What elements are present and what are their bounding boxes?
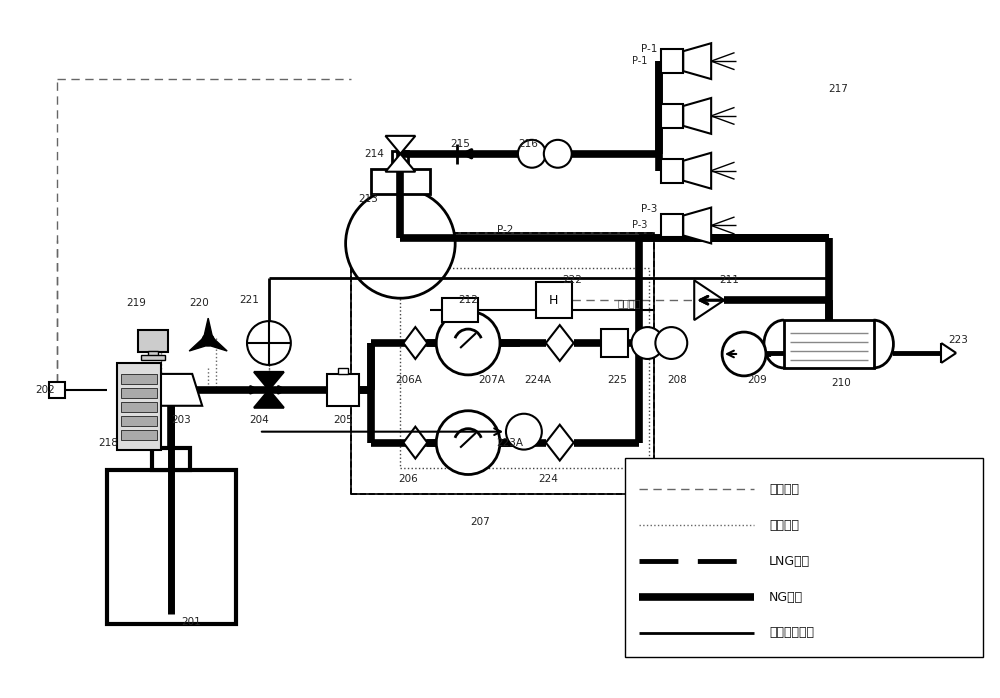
Polygon shape xyxy=(694,281,724,320)
Polygon shape xyxy=(683,43,711,79)
Text: 213: 213 xyxy=(359,193,378,204)
Text: 214: 214 xyxy=(365,149,384,158)
Bar xyxy=(400,268,649,468)
Text: 224A: 224A xyxy=(524,375,551,385)
Polygon shape xyxy=(150,374,202,406)
Bar xyxy=(117,363,161,450)
Circle shape xyxy=(506,414,542,450)
Bar xyxy=(121,374,157,384)
Bar xyxy=(661,158,683,183)
Text: 210: 210 xyxy=(831,378,851,388)
Text: H: H xyxy=(549,294,558,306)
Bar xyxy=(392,151,408,169)
Bar xyxy=(107,470,236,624)
Bar xyxy=(121,430,157,440)
Circle shape xyxy=(346,188,455,298)
Text: P-1: P-1 xyxy=(632,56,647,66)
Circle shape xyxy=(436,410,500,475)
Text: 208: 208 xyxy=(667,375,687,385)
Bar xyxy=(351,233,654,494)
Text: 驱动线束: 驱动线束 xyxy=(769,519,799,532)
Circle shape xyxy=(544,140,572,168)
Text: 201: 201 xyxy=(181,617,201,627)
Text: NG管道: NG管道 xyxy=(769,591,803,604)
Text: 222: 222 xyxy=(562,275,582,285)
Text: 223: 223 xyxy=(948,335,968,345)
Bar xyxy=(601,329,628,357)
Polygon shape xyxy=(546,325,574,361)
Bar xyxy=(141,355,165,360)
Text: 206: 206 xyxy=(398,475,418,484)
Text: 207: 207 xyxy=(470,517,490,527)
Text: 221: 221 xyxy=(239,295,259,305)
Polygon shape xyxy=(546,424,574,461)
Bar xyxy=(121,402,157,412)
Text: 接回水管: 接回水管 xyxy=(618,298,641,309)
Text: 216: 216 xyxy=(518,139,538,149)
Text: 215: 215 xyxy=(450,139,470,149)
Bar xyxy=(442,298,478,322)
Polygon shape xyxy=(254,372,284,390)
Text: 219: 219 xyxy=(127,298,146,309)
Polygon shape xyxy=(385,136,415,154)
Text: 223A: 223A xyxy=(496,438,523,447)
Text: 211: 211 xyxy=(719,275,739,285)
Polygon shape xyxy=(683,98,711,134)
Bar xyxy=(121,416,157,426)
Polygon shape xyxy=(403,327,427,359)
Text: 212: 212 xyxy=(458,295,478,305)
Text: 204: 204 xyxy=(249,415,269,424)
Bar xyxy=(661,49,683,73)
Text: 218: 218 xyxy=(99,438,119,447)
Bar xyxy=(148,351,158,356)
Circle shape xyxy=(518,140,546,168)
Text: 202: 202 xyxy=(35,385,55,395)
Circle shape xyxy=(631,327,663,359)
Bar xyxy=(661,214,683,237)
Bar xyxy=(138,330,168,352)
Circle shape xyxy=(722,332,766,376)
Polygon shape xyxy=(403,426,427,459)
Text: P-2: P-2 xyxy=(497,225,513,235)
Circle shape xyxy=(247,321,291,365)
Bar xyxy=(49,382,65,398)
Text: P-3: P-3 xyxy=(641,204,658,214)
Text: 220: 220 xyxy=(189,298,209,309)
Bar xyxy=(536,282,572,318)
Polygon shape xyxy=(254,390,284,408)
Text: 205: 205 xyxy=(333,415,353,424)
Text: 203: 203 xyxy=(171,415,191,424)
Text: 225: 225 xyxy=(608,375,627,385)
Circle shape xyxy=(202,334,214,346)
Polygon shape xyxy=(203,318,213,340)
Bar xyxy=(351,233,654,494)
Text: LNG管道: LNG管道 xyxy=(769,555,810,567)
Polygon shape xyxy=(189,336,211,351)
Bar xyxy=(371,169,430,193)
Polygon shape xyxy=(683,153,711,188)
Text: 209: 209 xyxy=(747,375,767,385)
Bar xyxy=(625,458,983,657)
Circle shape xyxy=(655,327,687,359)
Text: P-1: P-1 xyxy=(641,44,658,54)
Polygon shape xyxy=(683,207,711,244)
Text: P-3: P-3 xyxy=(632,221,647,230)
Bar xyxy=(661,104,683,128)
Text: 217: 217 xyxy=(829,84,849,94)
Bar xyxy=(152,447,190,470)
Bar xyxy=(327,374,359,406)
Bar xyxy=(338,368,348,374)
Polygon shape xyxy=(385,154,415,172)
Text: 224: 224 xyxy=(538,475,558,484)
Bar xyxy=(121,388,157,398)
Text: 采样线束: 采样线束 xyxy=(769,483,799,496)
Text: 207A: 207A xyxy=(479,375,505,385)
Bar xyxy=(784,320,874,368)
Polygon shape xyxy=(206,336,227,351)
Text: 传热介质管道: 传热介质管道 xyxy=(769,626,814,639)
Circle shape xyxy=(436,311,500,375)
Text: 206A: 206A xyxy=(395,375,422,385)
